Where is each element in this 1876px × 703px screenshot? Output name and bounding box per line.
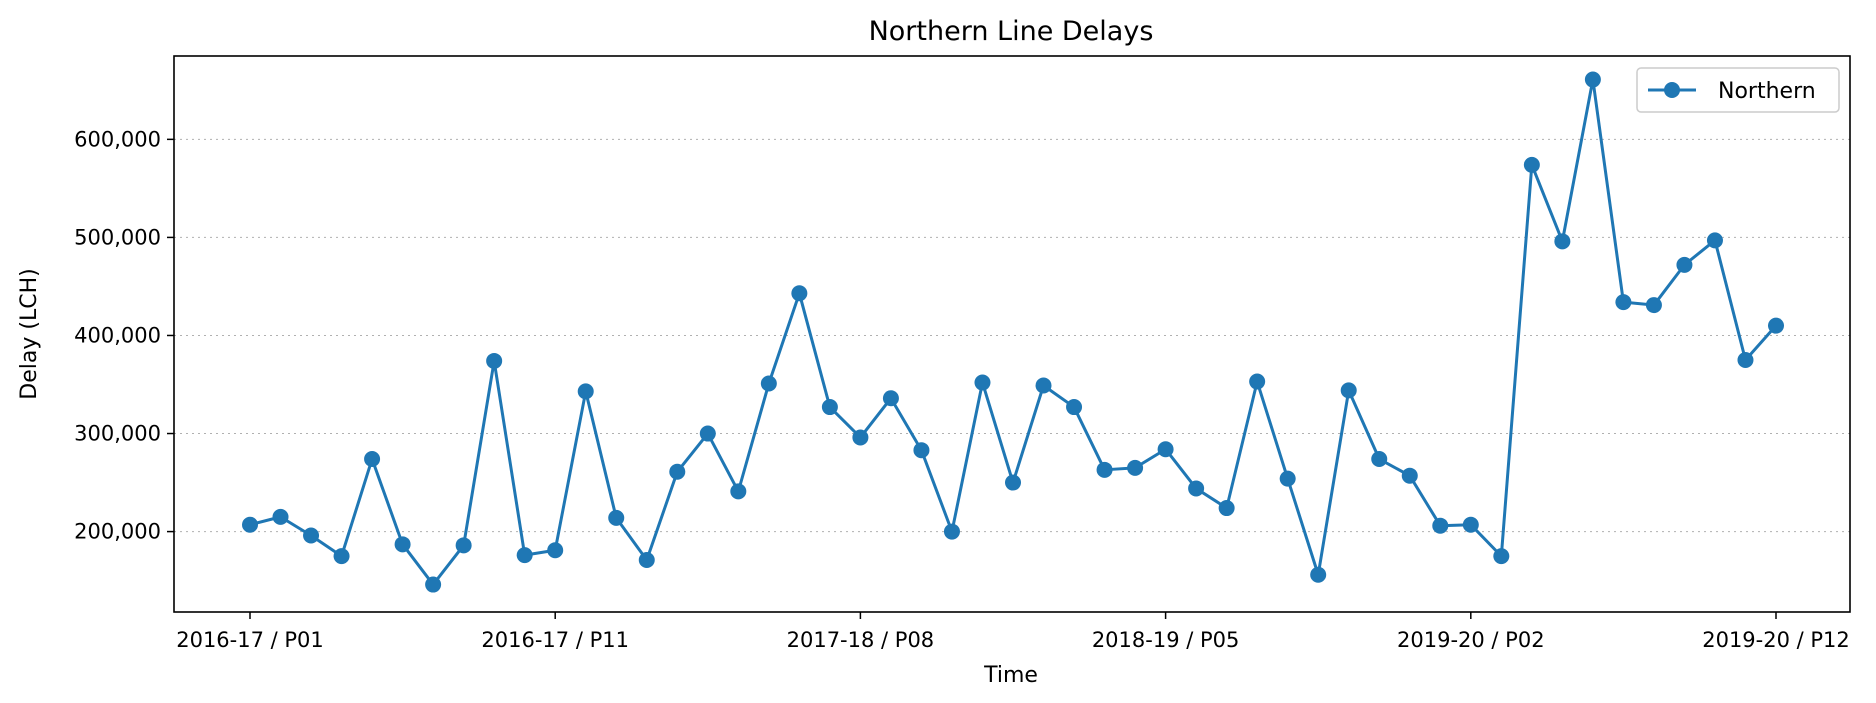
data-point: [486, 352, 503, 369]
data-point: [1462, 516, 1479, 533]
data-point: [943, 523, 960, 540]
series-northern: [242, 71, 1784, 593]
data-point: [577, 383, 594, 400]
data-point: [242, 516, 258, 533]
data-point: [364, 451, 381, 468]
data-point: [1737, 351, 1754, 368]
data-point: [1432, 517, 1449, 534]
data-point: [425, 576, 442, 593]
legend-box: [1636, 67, 1840, 113]
data-point: [1310, 566, 1327, 583]
x-tick-label: 2016-17 / P01: [176, 628, 324, 652]
x-tick-label: 2019-20 / P12: [1702, 628, 1850, 652]
data-point: [394, 536, 411, 553]
data-point: [974, 374, 991, 391]
data-point: [1340, 382, 1357, 399]
plot-area-frame: [173, 55, 1851, 613]
x-tick-label: 2018-19 / P05: [1092, 628, 1240, 652]
legend: Northern: [1636, 67, 1840, 113]
data-point: [638, 552, 655, 569]
data-point: [1371, 451, 1388, 468]
data-point: [760, 375, 777, 392]
data-point: [1401, 467, 1418, 484]
data-point: [1218, 500, 1235, 517]
data-point: [882, 390, 899, 407]
data-point: [1005, 474, 1021, 491]
y-axis-label: Delay (LCH): [17, 268, 42, 399]
legend-entry-northern: Northern: [1718, 79, 1816, 104]
x-tick-label: 2017-18 / P08: [787, 628, 935, 652]
x-axis-label: Time: [983, 663, 1038, 688]
y-axis-ticks: 200,000 300,000 400,000 500,000 600,000: [74, 127, 174, 544]
data-point: [1249, 373, 1266, 390]
data-point: [303, 527, 320, 544]
series-line-northern: [249, 78, 1778, 587]
y-tick-label: 500,000: [74, 225, 161, 249]
x-tick-label: 2019-20 / P02: [1397, 628, 1545, 652]
data-point: [913, 442, 930, 459]
data-point: [1066, 399, 1083, 416]
data-point: [1035, 377, 1052, 394]
data-point: [1768, 317, 1784, 334]
y-tick-label: 400,000: [74, 323, 161, 347]
data-point: [1188, 480, 1205, 497]
x-axis-ticks: 2016-17 / P01 2016-17 / P11 2017-18 / P08 2…: [176, 612, 1850, 652]
data-point: [791, 285, 808, 302]
data-point: [333, 548, 350, 565]
legend-marker-swatch: [1664, 82, 1680, 98]
data-point: [608, 509, 625, 526]
data-point: [669, 463, 686, 480]
data-point: [1676, 256, 1693, 273]
data-point: [516, 547, 533, 564]
data-point: [699, 425, 716, 442]
data-point: [1279, 470, 1296, 487]
x-tick-label: 2016-17 / P11: [481, 628, 629, 652]
data-point: [547, 542, 564, 559]
data-point: [1493, 548, 1510, 565]
data-point: [1584, 71, 1601, 88]
data-point: [1157, 441, 1174, 458]
y-gridlines: [174, 138, 1850, 533]
data-point: [1523, 156, 1540, 173]
data-point: [1706, 232, 1723, 249]
data-point: [1096, 461, 1113, 478]
data-point: [821, 399, 838, 416]
y-tick-label: 300,000: [74, 422, 161, 446]
data-point: [1645, 297, 1662, 314]
data-point: [455, 537, 472, 554]
data-point: [730, 483, 747, 500]
data-point: [272, 508, 289, 525]
y-tick-label: 200,000: [74, 520, 161, 544]
data-point: [1127, 459, 1144, 476]
y-tick-label: 600,000: [74, 127, 161, 151]
chart-title: Northern Line Delays: [869, 16, 1154, 47]
data-point: [852, 429, 869, 446]
data-point: [1615, 294, 1632, 311]
data-point: [1554, 233, 1571, 250]
